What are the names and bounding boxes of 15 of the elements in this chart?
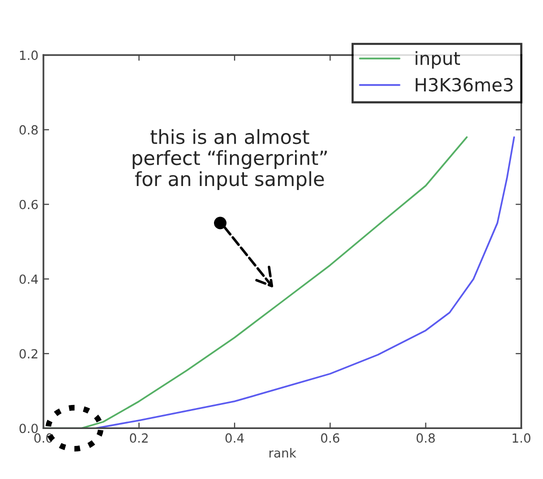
x-tick-label: 1.0: [512, 433, 530, 443]
y-tick-label: 0.6: [20, 200, 38, 210]
x-axis-title: rank: [270, 448, 296, 458]
x-tick-label: 0.8: [416, 433, 435, 443]
x-tick-label: 0.4: [225, 433, 244, 443]
y-tick-label: 0.2: [20, 349, 38, 359]
y-tick-label: 0.8: [20, 125, 38, 135]
y-tick-label: 0.0: [20, 424, 38, 434]
x-tick-label: 0.2: [130, 433, 148, 443]
y-tick-label: 0.4: [20, 274, 38, 284]
legend-label: H3K36me3: [416, 78, 513, 92]
x-tick-label: 0.6: [321, 433, 340, 443]
legend-label: input: [416, 51, 460, 69]
annotation: this is an almost perfect “fingerprint” for an input sample: [132, 129, 327, 190]
y-tick-label: 1.0: [20, 50, 38, 60]
